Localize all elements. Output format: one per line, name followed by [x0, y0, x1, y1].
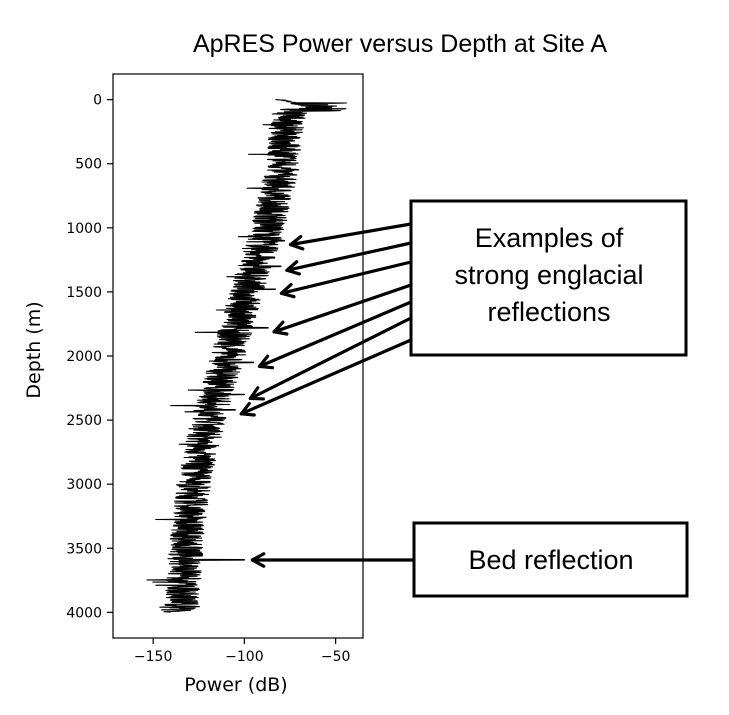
arrow-englacial-2: [285, 241, 413, 276]
x-tick-label--150: −150: [134, 649, 172, 665]
arrow-englacial-1-head: [288, 234, 305, 251]
arrow-englacial-7-head: [239, 401, 256, 417]
power-trace: [146, 99, 347, 613]
annotations: Examples of strong englacial reflections B…: [239, 199, 689, 598]
annotation-text-englacial: Examples of strong englacial reflections: [454, 223, 643, 327]
y-tick-label-2000: 2000: [66, 349, 102, 365]
arrow-englacial-3-head: [279, 283, 296, 299]
arrow-englacial-5: [257, 300, 413, 370]
arrow-englacial-1: [288, 222, 413, 251]
y-tick-label-0: 0: [93, 93, 102, 109]
arrow-englacial-6-shaft: [248, 316, 413, 401]
arrow-englacial-5-shaft: [257, 300, 413, 369]
ticks: 0 500 1000 1500 2000 2500 3000 3500 4000 −150 −100…: [66, 93, 350, 665]
y-tick-label-3000: 3000: [66, 477, 102, 493]
annotation-text-bed: Bed reflection: [468, 545, 633, 575]
arrow-bed-head: [250, 552, 266, 568]
arrow-englacial-6: [248, 316, 413, 401]
arrow-englacial-5-head: [257, 354, 275, 370]
y-axis-label: Depth (m): [23, 301, 45, 398]
y-tick-label-500: 500: [75, 157, 102, 173]
axes-frame: [112, 73, 364, 639]
y-tick-label-2500: 2500: [66, 413, 102, 429]
y-tick-label-3500: 3500: [66, 541, 102, 557]
arrow-englacial-4-head: [272, 320, 289, 336]
plot-area: [146, 99, 347, 613]
arrow-englacial-2-head: [285, 260, 301, 276]
arrow-englacial-2-shaft: [285, 241, 413, 272]
arrow-englacial-7-shaft: [239, 338, 413, 416]
arrow-englacial-6-head: [248, 386, 265, 401]
arrow-englacial-3-shaft: [279, 260, 413, 295]
annotation-box-bed: [412, 521, 689, 598]
arrow-bed: [250, 552, 416, 568]
x-axis-label: Power (dB): [184, 674, 287, 696]
x-tick-label--50: −50: [321, 649, 351, 665]
arrow-englacial-1-shaft: [288, 222, 413, 247]
chart-title: ApRES Power versus Depth at Site A: [193, 30, 607, 58]
y-tick-label-1500: 1500: [66, 285, 102, 301]
annotation-line-1: Examples of: [475, 223, 624, 253]
arrow-englacial-4-shaft: [272, 283, 413, 334]
annotation-box-englacial: [409, 199, 688, 357]
annotation-line-3: reflections: [487, 297, 610, 327]
arrow-englacial-7: [239, 338, 413, 417]
x-tick-label--100: −100: [225, 649, 263, 665]
y-tick-label-1000: 1000: [66, 221, 102, 237]
arrow-englacial-4: [272, 283, 413, 336]
y-tick-label-4000: 4000: [66, 605, 102, 621]
arrow-englacial-3: [279, 260, 413, 299]
annotation-line-2: strong englacial: [454, 260, 643, 290]
